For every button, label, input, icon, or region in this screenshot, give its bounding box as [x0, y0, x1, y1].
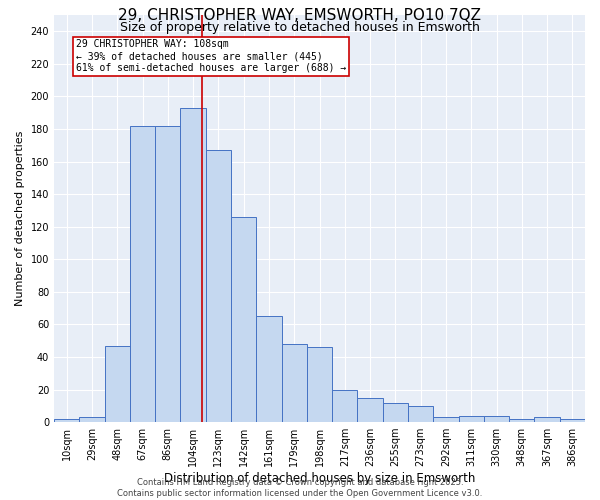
Bar	[560, 419, 585, 422]
Bar	[332, 390, 358, 422]
Bar	[206, 150, 231, 422]
Bar	[130, 126, 155, 422]
Bar	[307, 347, 332, 422]
Bar	[509, 419, 535, 422]
Text: 29, CHRISTOPHER WAY, EMSWORTH, PO10 7QZ: 29, CHRISTOPHER WAY, EMSWORTH, PO10 7QZ	[119, 8, 482, 22]
Text: 29 CHRISTOPHER WAY: 108sqm
← 39% of detached houses are smaller (445)
61% of sem: 29 CHRISTOPHER WAY: 108sqm ← 39% of deta…	[76, 40, 347, 72]
Bar	[231, 217, 256, 422]
Bar	[484, 416, 509, 422]
Bar	[155, 126, 181, 422]
Y-axis label: Number of detached properties: Number of detached properties	[15, 131, 25, 306]
Bar	[535, 417, 560, 422]
Text: Size of property relative to detached houses in Emsworth: Size of property relative to detached ho…	[120, 21, 480, 34]
Bar	[458, 416, 484, 422]
Bar	[79, 417, 104, 422]
Text: Contains HM Land Registry data © Crown copyright and database right 2025.
Contai: Contains HM Land Registry data © Crown c…	[118, 478, 482, 498]
Bar	[104, 346, 130, 422]
Bar	[383, 402, 408, 422]
Bar	[358, 398, 383, 422]
Bar	[256, 316, 281, 422]
Bar	[54, 419, 79, 422]
X-axis label: Distribution of detached houses by size in Emsworth: Distribution of detached houses by size …	[164, 472, 475, 485]
Bar	[181, 108, 206, 422]
Bar	[433, 417, 458, 422]
Bar	[281, 344, 307, 422]
Bar	[408, 406, 433, 422]
